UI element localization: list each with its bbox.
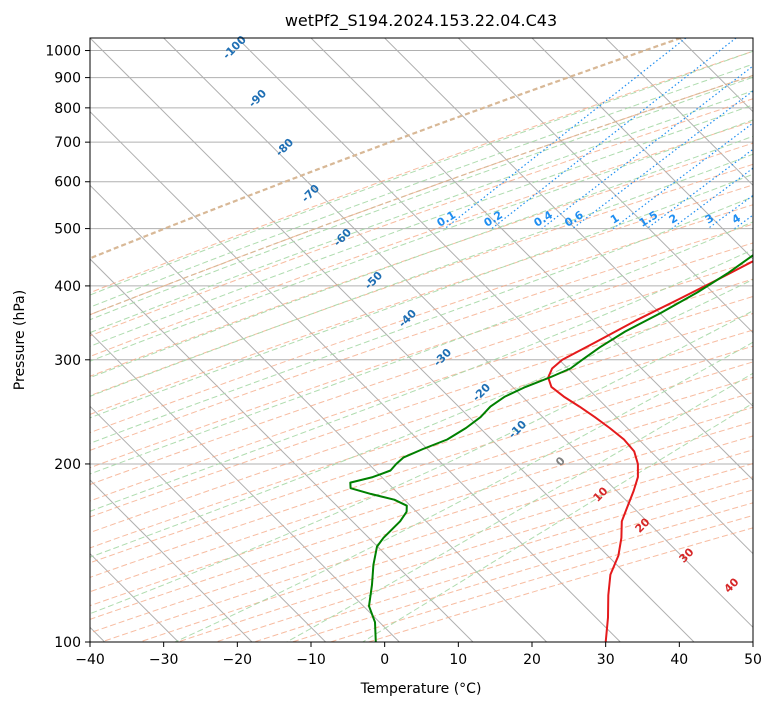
plot-background	[90, 38, 753, 642]
mixing-ratio-line	[671, 167, 753, 230]
moist-adiabat-line	[90, 249, 753, 512]
reference-line	[90, 38, 682, 260]
x-tick-label: −40	[75, 652, 105, 668]
x-tick-label: 50	[744, 652, 762, 668]
axes: −40 −30 −20 −10 0 10 20 30 40 50 1000 900 800 700 600 5…	[45, 44, 762, 669]
mixing-ratio-line	[541, 65, 753, 230]
dry-adiabat-line	[90, 204, 753, 434]
dry-adiabat-line	[90, 184, 753, 415]
chart-title: wetPf2_S194.2024.153.22.04.C43	[285, 11, 557, 31]
moist-adiabat-line	[362, 402, 753, 642]
x-tick-label: 30	[597, 652, 615, 668]
moist-adiabat-line	[90, 310, 753, 615]
x-tick-label: 20	[523, 652, 541, 668]
y-axis-label: Pressure (hPa)	[12, 290, 28, 390]
dry-adiabat-line	[90, 74, 753, 316]
isotherm-line	[90, 405, 327, 642]
y-tick-label: 300	[54, 353, 81, 369]
isotherm-line	[90, 184, 548, 642]
dry-adiabat-line	[90, 278, 753, 502]
profile-lines	[349, 254, 753, 642]
moist-adiabat-line	[90, 63, 753, 308]
dry-adiabat-line	[90, 329, 753, 549]
dewpoint-profile	[349, 254, 753, 642]
y-tick-label: 800	[54, 101, 81, 117]
dry-adiabat-line	[90, 163, 753, 397]
isotherm-line	[90, 331, 400, 642]
background-lines	[90, 38, 753, 642]
x-tick-label: 40	[670, 652, 688, 668]
isotherm-line	[163, 38, 753, 629]
isotherm-line	[90, 258, 474, 642]
isotherm-line	[605, 38, 753, 187]
mixing-ratio-line	[572, 90, 753, 230]
x-tick-label: 0	[380, 652, 389, 668]
isotherm-line	[90, 110, 621, 642]
moist-adiabat-line	[90, 278, 753, 558]
dry-adiabat-line	[90, 242, 753, 469]
isotherm-line	[752, 38, 753, 39]
moist-adiabat-line	[90, 196, 753, 444]
y-tick-label: 600	[54, 175, 81, 191]
dry-adiabat-line	[90, 50, 753, 294]
dry-adiabat-line	[90, 392, 753, 607]
plot-frame	[89, 37, 754, 643]
x-tick-label: −30	[149, 652, 179, 668]
y-tick-label: 900	[54, 71, 81, 87]
moist-adiabat-line	[286, 372, 753, 642]
y-tick-label: 500	[54, 222, 81, 238]
y-tick-label: 1000	[45, 44, 81, 60]
dry-adiabat-line	[90, 98, 753, 337]
moist-adiabat-line	[90, 50, 753, 296]
moist-adiabat-line	[90, 173, 753, 419]
y-tick-label: 200	[54, 457, 81, 473]
y-tick-label: 400	[54, 279, 81, 295]
isotherm-line	[236, 38, 753, 555]
dry-adiabat-line	[90, 376, 753, 593]
isotherm-line	[457, 38, 753, 334]
isotherm-line	[90, 479, 253, 642]
isotherm-line	[90, 38, 695, 642]
dry-adiabat-line	[90, 345, 753, 564]
x-tick-label: −20	[223, 652, 253, 668]
x-tick-label: −10	[296, 652, 326, 668]
temperature-profile	[547, 260, 753, 642]
moist-adiabat-line	[90, 221, 753, 475]
isotherm-line	[384, 38, 753, 408]
x-tick-label: 10	[449, 652, 467, 668]
dry-adiabat-line	[90, 295, 753, 518]
y-tick-label: 700	[54, 135, 81, 151]
y-tick-label: 100	[54, 635, 81, 651]
x-axis-label: Temperature (°C)	[360, 681, 482, 697]
